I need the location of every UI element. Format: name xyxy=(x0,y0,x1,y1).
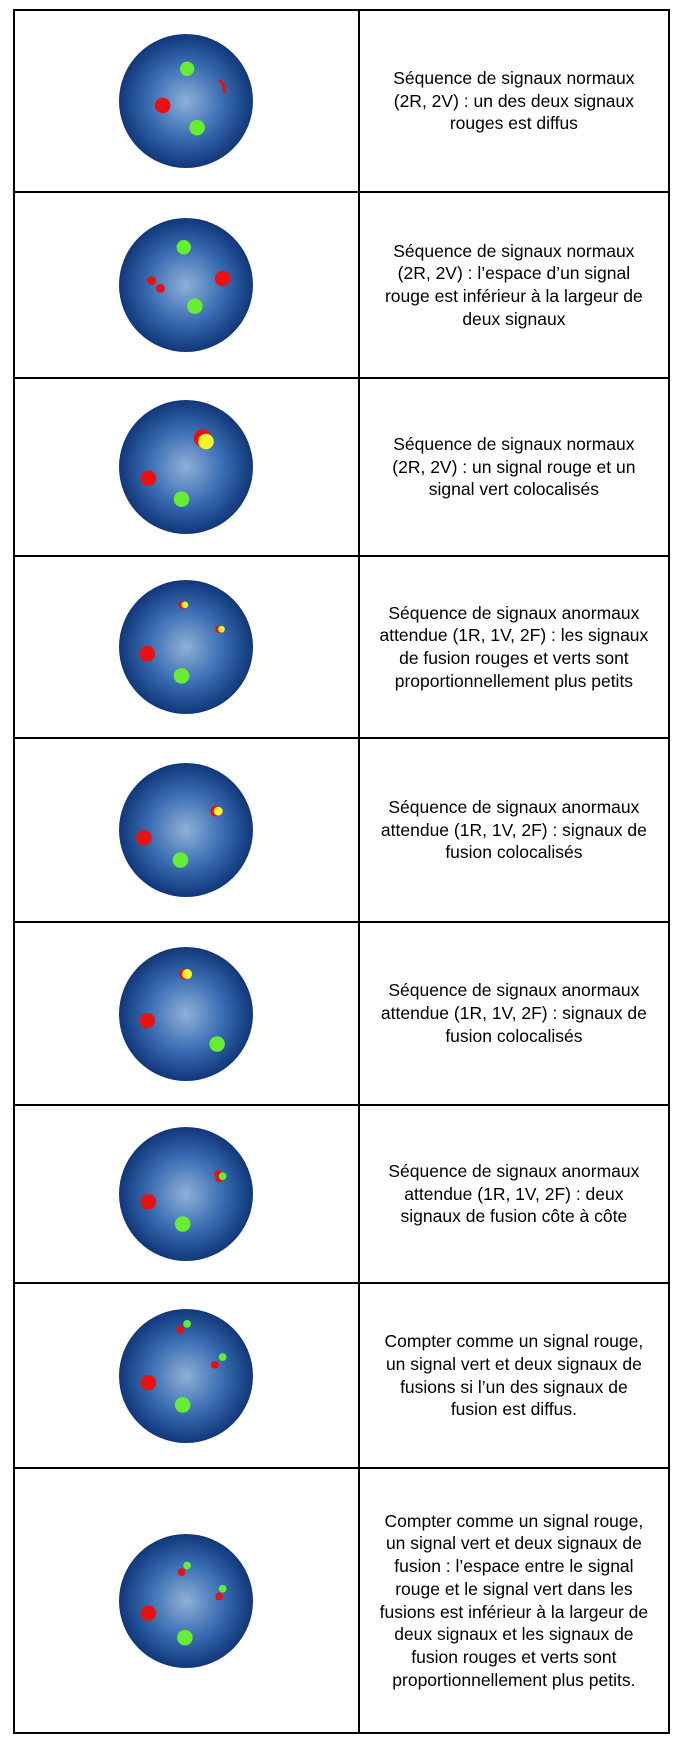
row: Compter comme un signal rouge, un signal… xyxy=(13,1282,671,1469)
illustration-cell xyxy=(13,191,360,379)
row: Compter comme un signal rouge, un signal… xyxy=(13,1467,671,1734)
signal-dot xyxy=(215,270,231,287)
signal-dot xyxy=(180,61,195,77)
description: Séquence de signaux anormaux attendue (1… xyxy=(357,737,671,923)
row: Séquence de signaux normaux (2R, 2V) : u… xyxy=(13,9,671,193)
signal-dot xyxy=(139,645,156,662)
signal-dot xyxy=(147,276,157,285)
signal-dot xyxy=(176,240,192,255)
signal-dot xyxy=(140,1374,157,1390)
illustration-cell xyxy=(13,1282,360,1469)
row: Séquence de signaux normaux (2R, 2V) : l… xyxy=(13,191,671,379)
cell-illustration xyxy=(119,218,254,352)
nucleus xyxy=(119,1308,254,1443)
description: Séquence de signaux anormaux attendue (1… xyxy=(357,921,671,1106)
signal-dot xyxy=(140,1194,157,1210)
description: Séquence de signaux anormaux attendue (1… xyxy=(357,555,671,739)
description: Compter comme un signal rouge, un signal… xyxy=(357,1282,671,1469)
cell-illustration xyxy=(119,763,254,897)
signal-dot xyxy=(173,852,189,868)
nucleus xyxy=(119,763,254,897)
nucleus xyxy=(119,1533,254,1668)
signal-dot xyxy=(178,1567,186,1576)
illustration-cell xyxy=(13,555,360,739)
signal-dot xyxy=(156,283,166,293)
signal-dot xyxy=(219,1352,227,1361)
table: Séquence de signaux normaux (2R, 2V) : u… xyxy=(13,9,671,1734)
signal-dot xyxy=(198,433,215,450)
cell-illustration xyxy=(119,1127,254,1261)
signal-dot xyxy=(183,1319,192,1328)
signal-dot xyxy=(139,1012,156,1028)
signal-dot xyxy=(211,1360,220,1369)
signal-dot xyxy=(140,1604,157,1621)
signal-dot xyxy=(183,1561,192,1569)
nucleus xyxy=(119,1127,254,1261)
nucleus xyxy=(119,580,254,714)
cell-illustration xyxy=(119,1308,254,1443)
row: Séquence de signaux normaux (2R, 2V) : u… xyxy=(13,377,671,557)
signal-dot xyxy=(209,1035,226,1052)
illustration-cell xyxy=(13,9,360,193)
signal-dot xyxy=(181,601,189,609)
nucleus xyxy=(119,946,254,1081)
signal-dot xyxy=(219,1584,227,1593)
illustration-cell xyxy=(13,377,360,557)
signal-dot xyxy=(215,1592,224,1600)
signal-dot xyxy=(219,1172,227,1181)
signal-dot xyxy=(155,97,171,114)
signal-dot xyxy=(175,1216,191,1232)
signal-dot xyxy=(187,298,204,314)
row: Séquence de signaux anormaux attendue (1… xyxy=(13,921,671,1106)
nucleus xyxy=(119,400,254,534)
signal-dot xyxy=(177,1629,194,1645)
signal-dot xyxy=(189,119,206,136)
row: Séquence de signaux anormaux attendue (1… xyxy=(13,737,671,923)
nucleus xyxy=(119,34,254,168)
signal-dot xyxy=(140,470,157,486)
signal-dot xyxy=(174,491,190,507)
cell-illustration xyxy=(119,34,254,168)
signal-dot xyxy=(174,668,190,684)
signal-dot xyxy=(176,1324,185,1333)
signal-dot xyxy=(214,806,224,816)
description: Compter comme un signal rouge, un signal… xyxy=(357,1467,671,1734)
signal-dot xyxy=(182,968,193,979)
description: Séquence de signaux normaux (2R, 2V) : l… xyxy=(357,191,671,379)
description: Séquence de signaux normaux (2R, 2V) : u… xyxy=(357,9,671,193)
diffuse-signal xyxy=(218,78,227,94)
cell-illustration xyxy=(119,946,254,1081)
cell-illustration xyxy=(119,580,254,714)
row: Séquence de signaux anormaux attendue (1… xyxy=(13,555,671,739)
signal-dot xyxy=(136,830,152,846)
illustration-cell xyxy=(13,921,360,1106)
signal-dot xyxy=(175,1396,191,1413)
nucleus xyxy=(119,218,254,352)
description: Séquence de signaux anormaux attendue (1… xyxy=(357,1104,671,1284)
cell-illustration xyxy=(119,400,254,534)
illustration-cell xyxy=(13,737,360,923)
description: Séquence de signaux normaux (2R, 2V) : u… xyxy=(357,377,671,557)
row: Séquence de signaux anormaux attendue (1… xyxy=(13,1104,671,1284)
illustration-cell xyxy=(13,1104,360,1284)
illustration-cell xyxy=(13,1467,360,1734)
signal-dot xyxy=(218,625,226,633)
cell-illustration xyxy=(119,1533,254,1668)
